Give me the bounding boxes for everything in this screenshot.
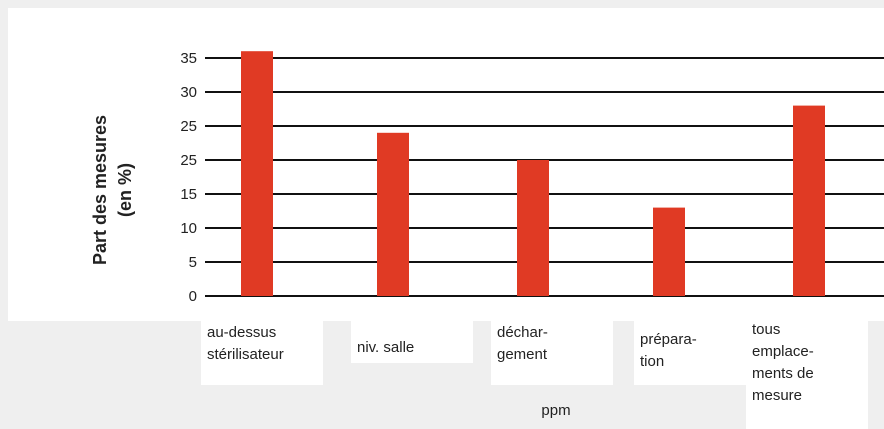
y-tick-label: 10 [180, 220, 197, 237]
x-tick-label: au-dessus [207, 324, 276, 341]
x-tick-label: déchar- [497, 324, 548, 341]
x-tick-label: mesure [752, 387, 802, 404]
x-tick-label: ments de [752, 365, 814, 382]
y-tick-label: 25 [180, 118, 197, 135]
x-tick-label: prépara- [640, 331, 697, 348]
bar [653, 207, 685, 296]
label-box [351, 316, 473, 363]
y-tick-label: 30 [180, 84, 197, 101]
x-tick-label: niv. salle [357, 339, 414, 356]
y-tick-label: 35 [180, 50, 197, 67]
bar [241, 51, 273, 297]
label-box [201, 316, 323, 385]
bar [793, 105, 825, 296]
bar [517, 160, 549, 296]
x-axis-title: ppm [541, 402, 570, 419]
bar [377, 132, 409, 296]
plot-panel [8, 8, 884, 321]
label-box [491, 316, 613, 385]
y-tick-label: 15 [180, 186, 197, 203]
label-box [746, 316, 868, 429]
y-axis-title: Part des mesures [90, 115, 110, 265]
x-tick-label: gement [497, 346, 548, 363]
y-tick-label: 25 [180, 152, 197, 169]
y-axis-title: (en %) [115, 163, 135, 217]
x-tick-label: emplace- [752, 343, 814, 360]
x-tick-label: stérilisateur [207, 346, 284, 363]
x-tick-label: tion [640, 353, 664, 370]
y-tick-label: 5 [189, 254, 197, 271]
label-box [634, 316, 756, 385]
x-tick-label: tous [752, 321, 780, 338]
y-tick-label: 0 [189, 288, 197, 305]
